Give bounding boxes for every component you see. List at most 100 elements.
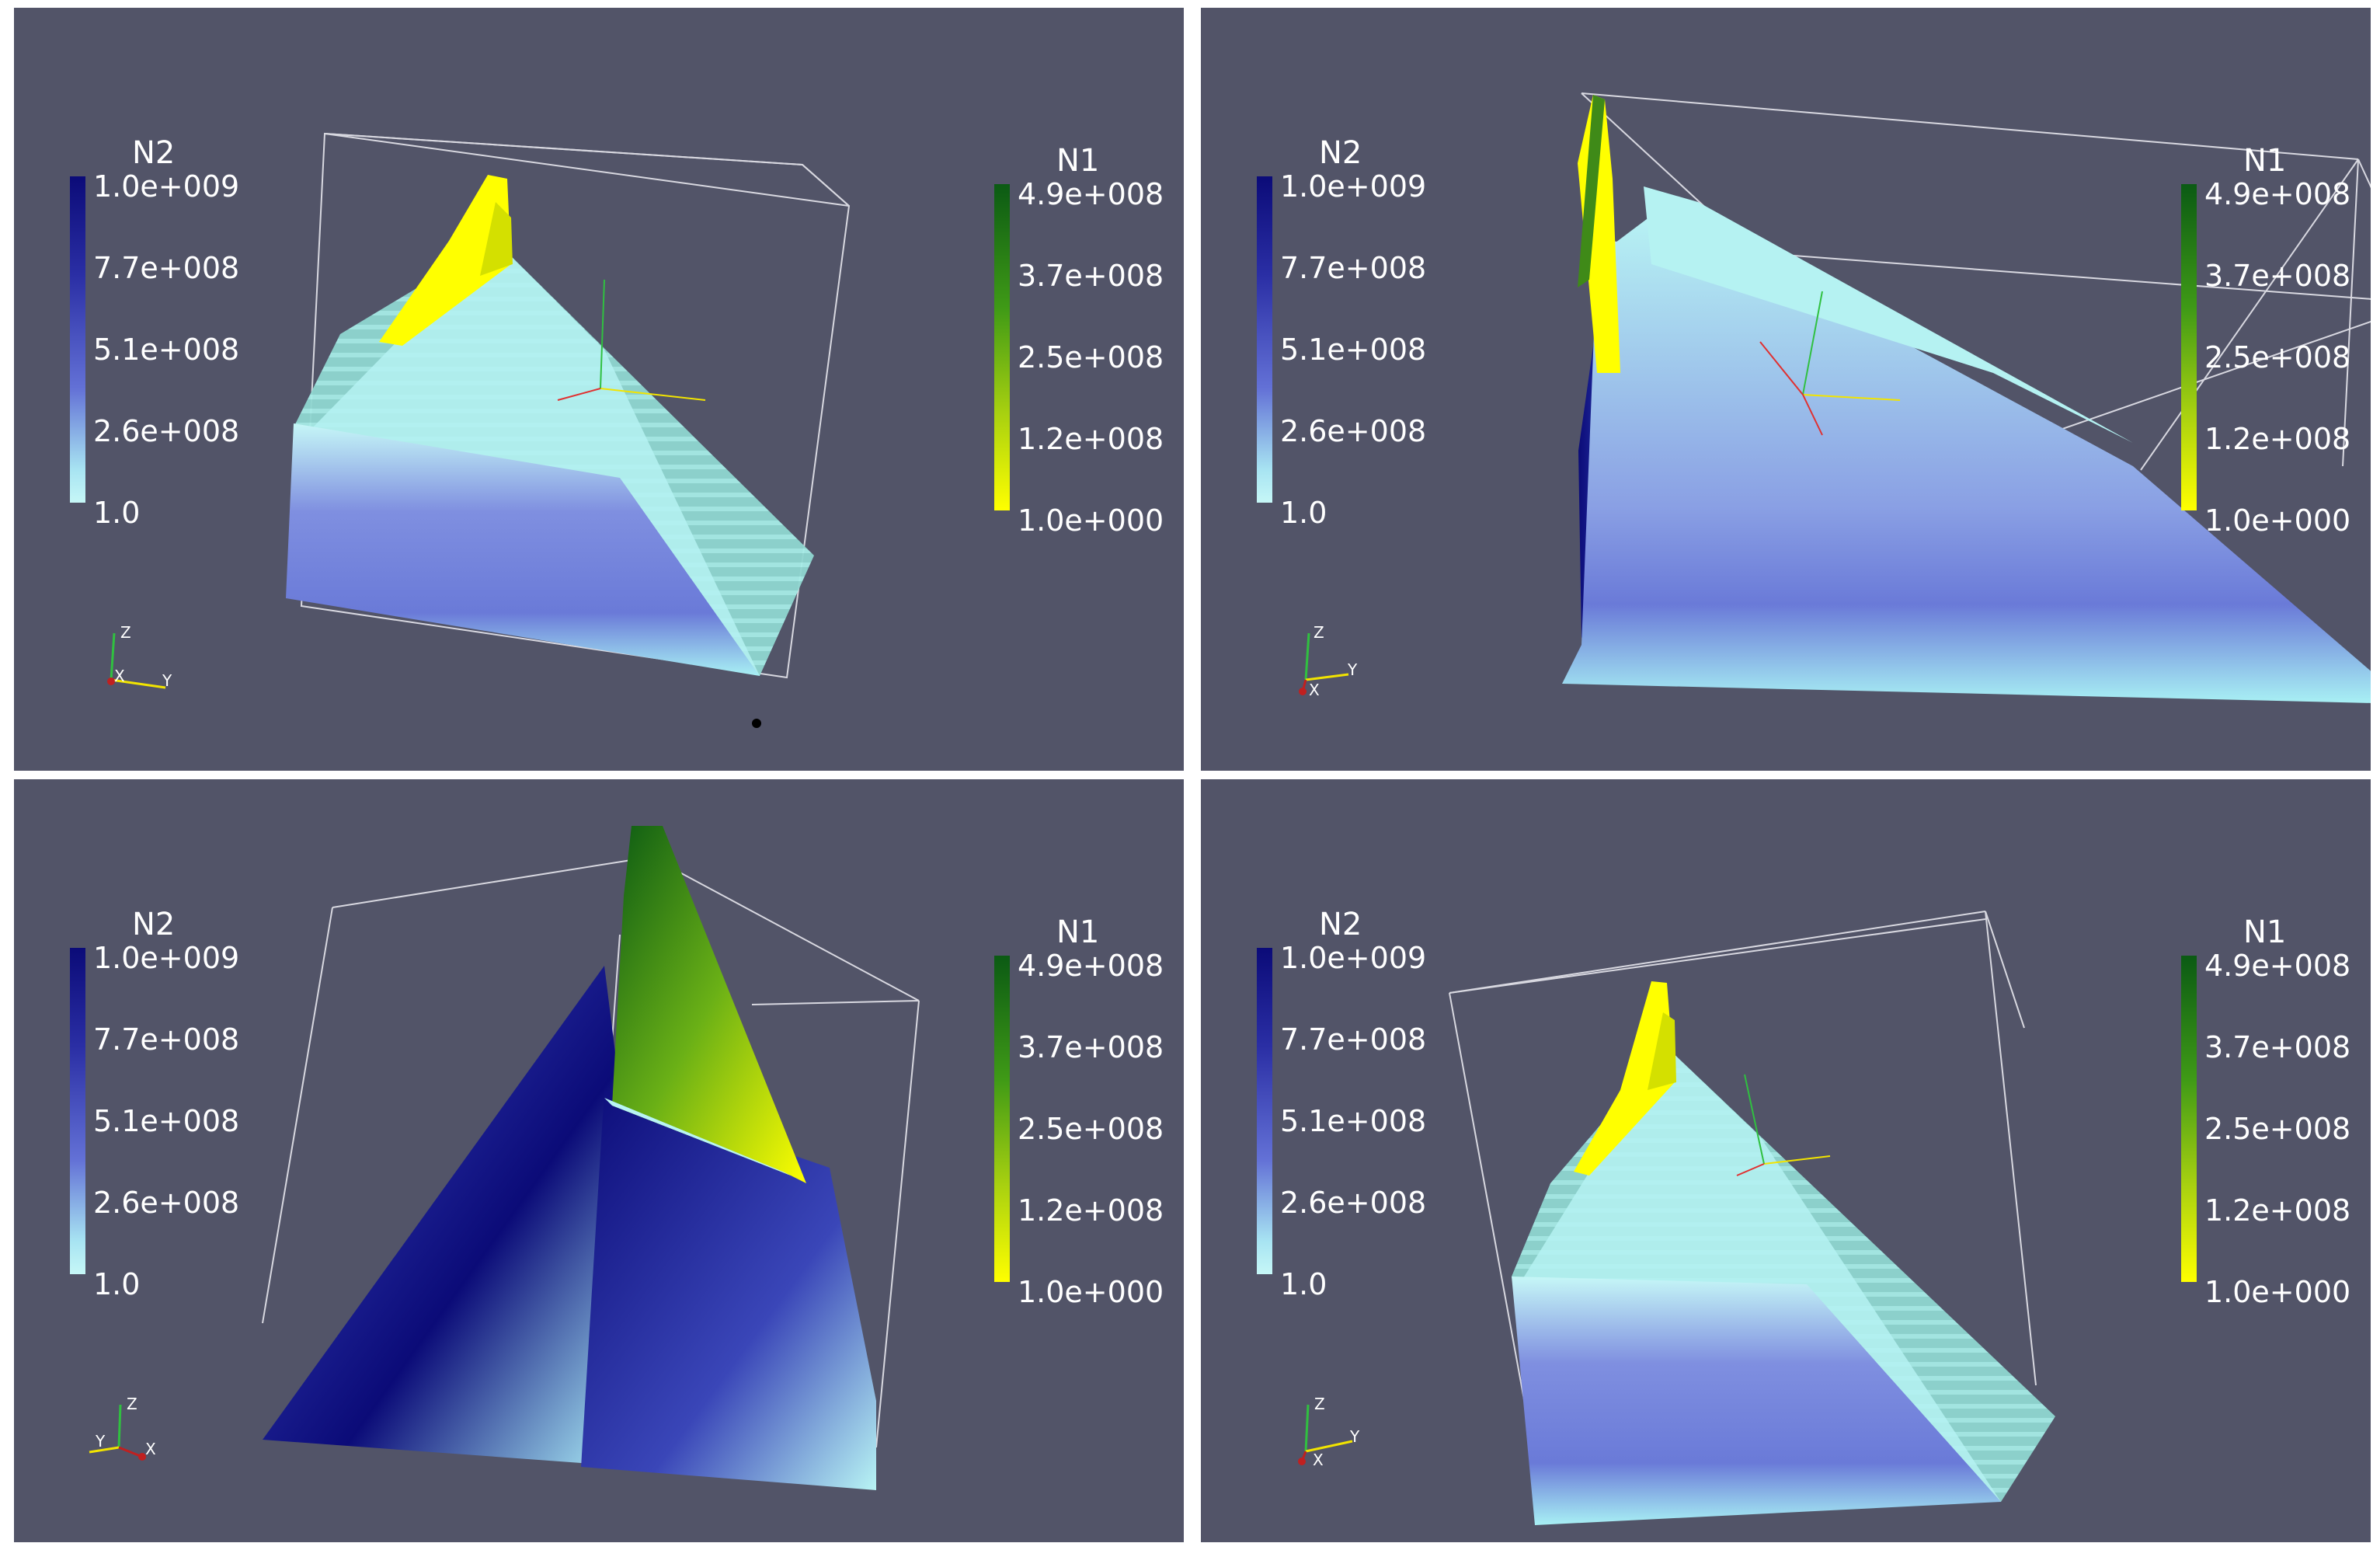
n2-color-legend: N2 1.0e+009 7.7e+008 5.1e+008 2.6e+008 1…	[45, 907, 247, 1300]
n2-colorbar	[70, 948, 85, 1274]
n1-tick-label: 3.7e+008	[2204, 259, 2351, 293]
n2-tick-label: 1.0e+009	[1280, 169, 1427, 204]
n2-tick-label: 7.7e+008	[1280, 1022, 1427, 1057]
n2-color-legend: N2 1.0e+009 7.7e+008 5.1e+008 2.6e+008 1…	[1232, 907, 1434, 1300]
triad-x-label: X	[1309, 681, 1320, 699]
n1-tick-label: 2.5e+008	[1018, 340, 1164, 374]
triad-z-label: Z	[1314, 623, 1324, 642]
n1-legend-title: N1	[2243, 143, 2287, 179]
n2-tick-label: 2.6e+008	[1280, 414, 1427, 448]
n2-tick-label: 1.0	[1280, 1267, 1327, 1301]
n2-tick-label: 1.0	[93, 1267, 141, 1301]
n1-colorbar	[994, 184, 1010, 510]
n1-tick-label: 1.2e+008	[1018, 422, 1164, 456]
n1-legend-title: N1	[2243, 914, 2287, 950]
triad-y-label: Y	[96, 1432, 106, 1451]
n1-yellow-slab	[379, 175, 511, 346]
mouse-cursor-icon	[752, 719, 761, 728]
center-axes-widget	[1736, 1074, 1831, 1176]
render-view-bottom-right[interactable]: N2 1.0e+009 7.7e+008 5.1e+008 2.6e+008 1…	[1201, 779, 2371, 1542]
n2-color-legend: N2 1.0e+009 7.7e+008 5.1e+008 2.6e+008 1…	[45, 135, 247, 528]
volume-render-scene[interactable]	[1201, 779, 2371, 1542]
orientation-axes-icon: Z X Y	[88, 614, 181, 699]
n1-color-legend: N1 4.9e+008 3.7e+008 2.5e+008 1.2e+008 1…	[969, 914, 1171, 1308]
n1-tick-label: 2.5e+008	[2204, 340, 2351, 374]
n2-legend-title: N2	[132, 907, 176, 942]
n2-tick-label: 1.0	[93, 496, 141, 530]
center-axes-widget	[1759, 291, 1901, 436]
n2-colorbar	[70, 176, 85, 503]
n1-tick-label: 1.0e+000	[1018, 1275, 1164, 1309]
n1-tick-label: 1.2e+008	[1018, 1193, 1164, 1228]
n1-tick-label: 1.0e+000	[2204, 503, 2351, 538]
n1-legend-title: N1	[1056, 143, 1100, 179]
n2-tick-label: 2.6e+008	[93, 1186, 240, 1220]
n1-color-legend: N1 4.9e+008 3.7e+008 2.5e+008 1.2e+008 1…	[2156, 143, 2358, 536]
n1-color-legend: N1 4.9e+008 3.7e+008 2.5e+008 1.2e+008 1…	[969, 143, 1171, 536]
n2-legend-title: N2	[1319, 907, 1362, 942]
n2-legend-title: N2	[132, 135, 176, 171]
n2-tick-label: 5.1e+008	[1280, 333, 1427, 367]
triad-y-label: Y	[1350, 1427, 1360, 1446]
n1-tick-label: 1.2e+008	[2204, 1193, 2351, 1228]
render-view-top-right[interactable]: N2 1.0e+009 7.7e+008 5.1e+008 2.6e+008 1…	[1201, 8, 2371, 771]
n1-tick-label: 4.9e+008	[1018, 949, 1164, 983]
n2-tick-label: 5.1e+008	[1280, 1104, 1427, 1138]
n2-tick-label: 7.7e+008	[93, 251, 240, 285]
n1-tick-label: 1.0e+000	[1018, 503, 1164, 538]
n2-tick-label: 2.6e+008	[93, 414, 240, 448]
volume-top-steps	[1644, 186, 2133, 443]
n2-color-legend: N2 1.0e+009 7.7e+008 5.1e+008 2.6e+008 1…	[1232, 135, 1434, 528]
n2-tick-label: 2.6e+008	[1280, 1186, 1427, 1220]
volume-front-face	[1562, 210, 2371, 703]
n1-tick-label: 2.5e+008	[1018, 1112, 1164, 1146]
volume-front-face	[1512, 1277, 2001, 1525]
n1-tick-label: 1.0e+000	[2204, 1275, 2351, 1309]
n1-tick-label: 3.7e+008	[1018, 259, 1164, 293]
n2-tick-label: 1.0e+009	[93, 169, 240, 204]
triad-x-label: X	[114, 667, 125, 685]
bounding-box-outline	[1449, 911, 2037, 1417]
n2-tick-label: 7.7e+008	[93, 1022, 240, 1057]
n1-legend-title: N1	[1056, 914, 1100, 950]
n1-colorbar	[2181, 956, 2197, 1282]
n1-tick-label: 4.9e+008	[2204, 177, 2351, 211]
volume-left-face	[263, 966, 620, 1463]
n1-tick-label: 4.9e+008	[1018, 177, 1164, 211]
volume-render-scene[interactable]	[14, 8, 1184, 771]
n2-legend-title: N2	[1319, 135, 1362, 171]
n2-tick-label: 5.1e+008	[93, 333, 240, 367]
n1-tick-label: 4.9e+008	[2204, 949, 2351, 983]
volume-render-scene[interactable]	[1201, 8, 2371, 771]
n2-tick-label: 5.1e+008	[93, 1104, 240, 1138]
n1-tick-label: 1.2e+008	[2204, 422, 2351, 456]
triad-y-label: Y	[1348, 660, 1358, 679]
render-view-top-left[interactable]: N2 1.0e+009 7.7e+008 5.1e+008 2.6e+008 1…	[14, 8, 1184, 771]
volume-front-face	[286, 423, 760, 676]
volume-right-face	[581, 1090, 876, 1490]
n2-tick-label: 1.0e+009	[93, 941, 240, 975]
orientation-axes-icon: Z X Y	[72, 1385, 165, 1471]
triad-x-label: X	[145, 1440, 156, 1458]
n1-tick-label: 2.5e+008	[2204, 1112, 2351, 1146]
n2-tick-label: 7.7e+008	[1280, 251, 1427, 285]
n1-colorbar	[2181, 184, 2197, 510]
n1-tick-label: 3.7e+008	[1018, 1030, 1164, 1064]
triad-x-label: X	[1313, 1451, 1324, 1469]
triad-y-label: Y	[162, 671, 172, 690]
triad-z-label: Z	[127, 1395, 137, 1413]
orientation-axes-icon: Z X Y	[1279, 1385, 1372, 1471]
orientation-axes-icon: Z X Y	[1282, 614, 1376, 699]
triad-z-label: Z	[1314, 1395, 1325, 1413]
n1-yellow-slab	[1574, 981, 1675, 1176]
render-view-bottom-left[interactable]: N2 1.0e+009 7.7e+008 5.1e+008 2.6e+008 1…	[14, 779, 1184, 1542]
n1-colorbar	[994, 956, 1010, 1282]
n2-colorbar	[1257, 948, 1272, 1274]
n2-tick-label: 1.0e+009	[1280, 941, 1427, 975]
n2-colorbar	[1257, 176, 1272, 503]
n1-tick-label: 3.7e+008	[2204, 1030, 2351, 1064]
volume-render-scene[interactable]	[14, 779, 1184, 1542]
center-axes-widget	[557, 279, 706, 401]
triad-z-label: Z	[120, 623, 131, 642]
n2-tick-label: 1.0	[1280, 496, 1327, 530]
